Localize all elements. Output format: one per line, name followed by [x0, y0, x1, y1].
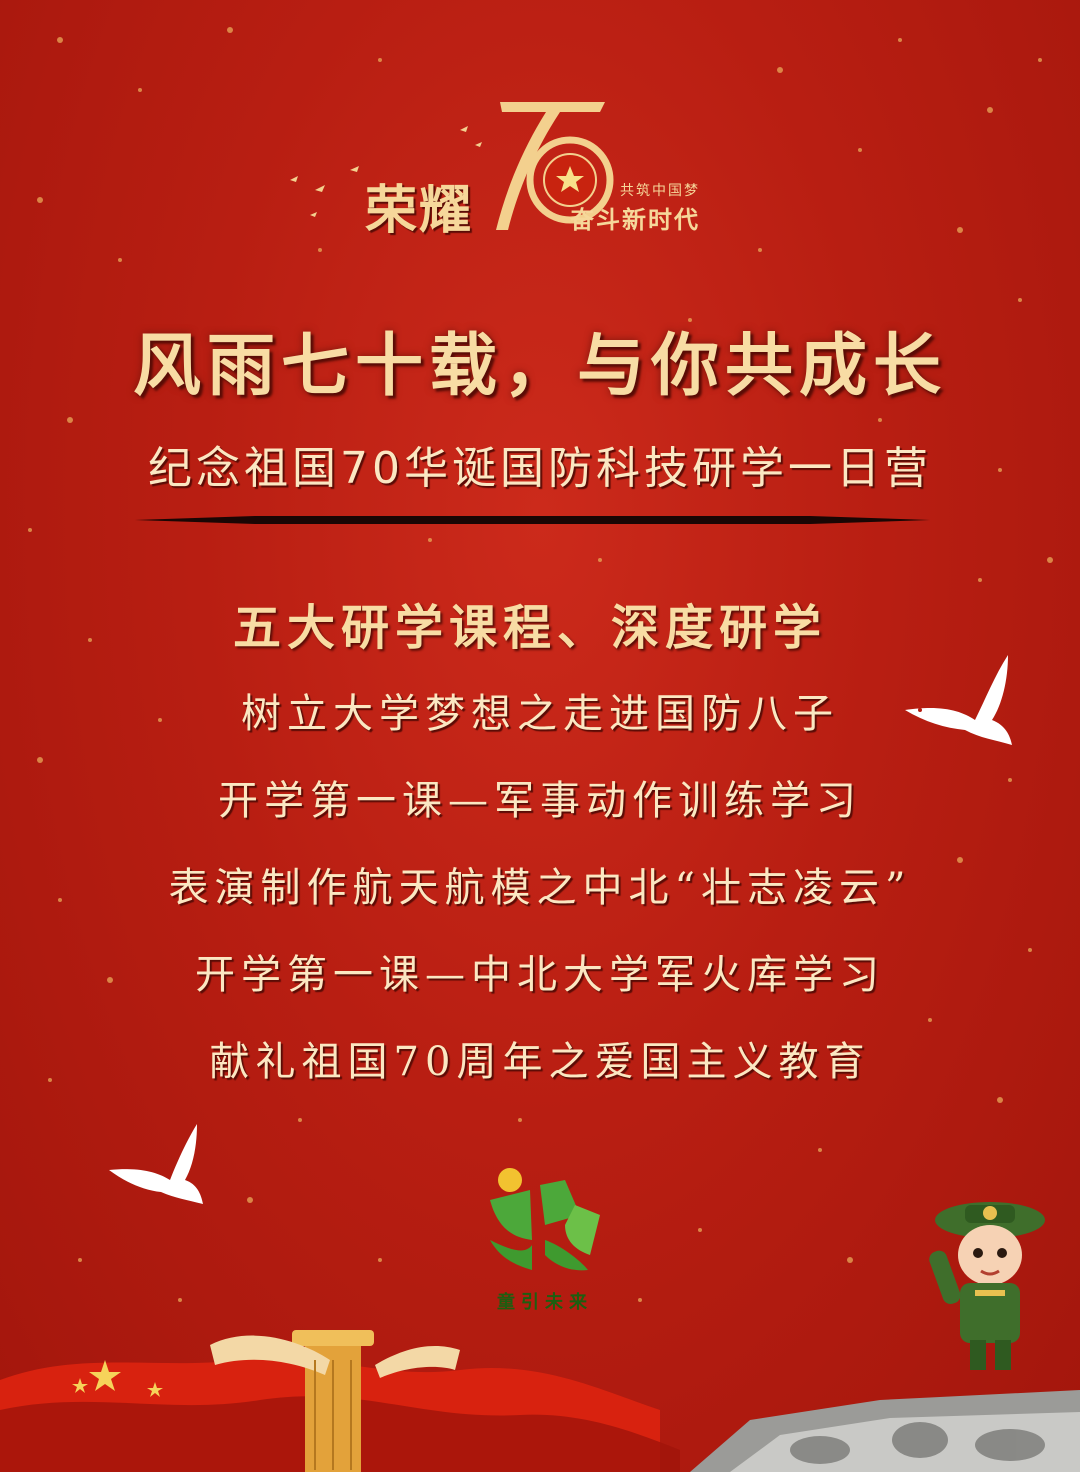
emblem-right-small: 共筑中国梦 — [620, 183, 700, 199]
logo-text: 童引未来 — [497, 1292, 593, 1313]
course-item: 开学第一课—中北大学军火库学习 — [195, 952, 885, 998]
anniversary-emblem: 荣耀 70 共筑中国梦 奋斗新时代 — [270, 90, 750, 250]
flag-and-column-decoration — [0, 1330, 680, 1472]
leaf-logo-icon — [490, 1168, 600, 1271]
section-title: 五大研学课程、深度研学 — [232, 600, 827, 656]
page-subtitle: 纪念祖国70华诞国防科技研学一日营 — [148, 443, 932, 494]
divider — [135, 516, 930, 524]
course-item: 树立大学梦想之走进国防八子 — [241, 691, 839, 737]
course-list: 树立大学梦想之走进国防八子 开学第一课—军事动作训练学习 表演制作航天航模之中北… — [0, 682, 1080, 1117]
organization-logo: 童引未来 — [470, 1160, 620, 1320]
emblem-left-text: 荣耀 — [365, 180, 474, 241]
monument-relief-decoration — [690, 1390, 1080, 1472]
emblem-right-main: 奋斗新时代 — [570, 205, 700, 234]
course-item: 开学第一课—军事动作训练学习 — [218, 778, 862, 824]
dove-icon — [109, 1124, 203, 1204]
emblem-graphic — [290, 102, 614, 230]
course-item: 表演制作航天航模之中北“壮志凌云” — [168, 865, 912, 911]
page-title: 风雨七十载，与你共成长 — [132, 326, 947, 406]
soldier-cartoon-icon — [929, 1202, 1045, 1370]
dove-icon — [905, 655, 1012, 745]
course-item: 献礼祖国70周年之爱国主义教育 — [209, 1039, 871, 1085]
